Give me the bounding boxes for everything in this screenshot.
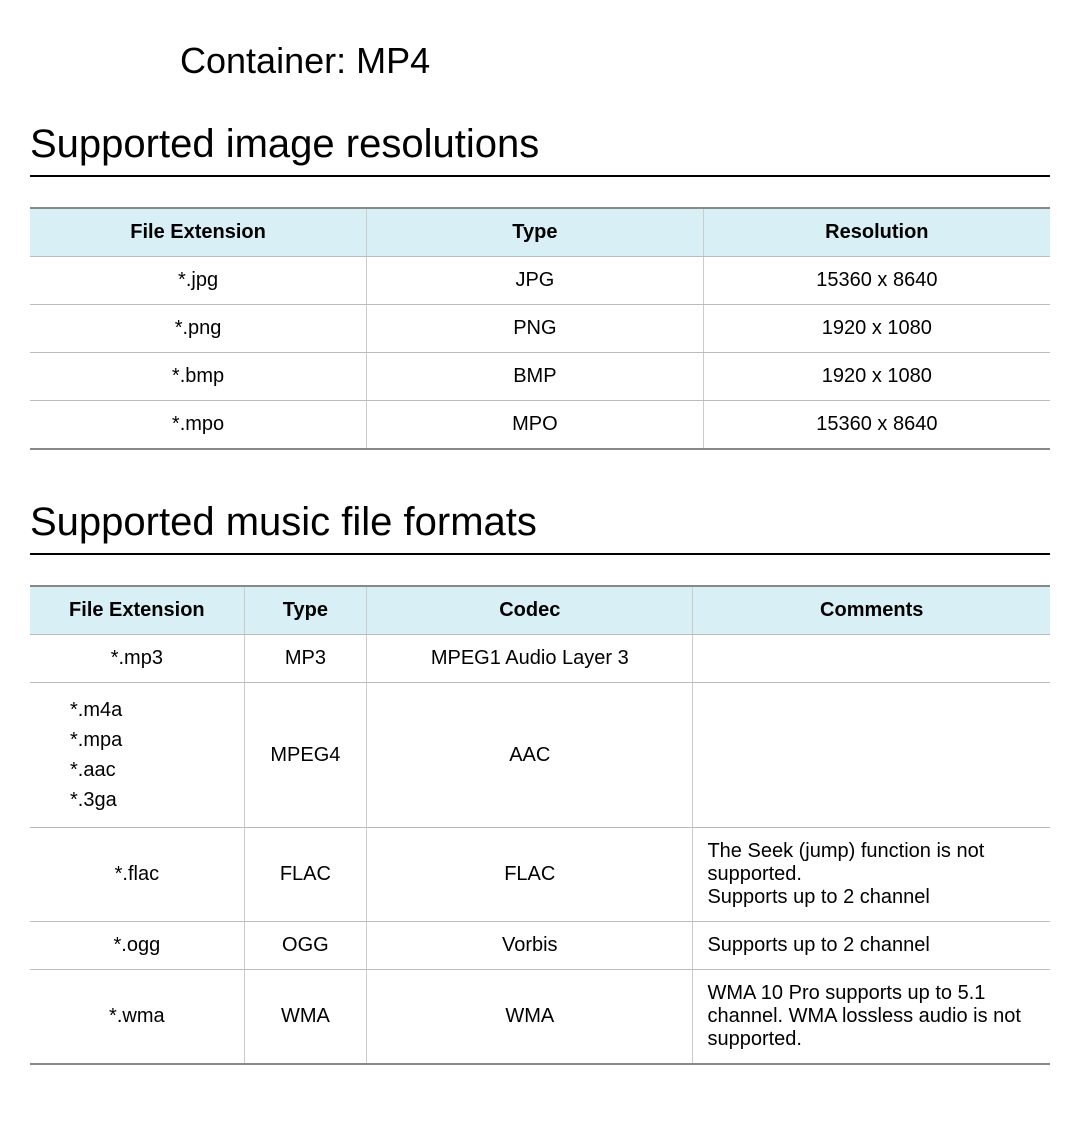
music-cell-comments: WMA 10 Pro supports up to 5.1 channel. W… xyxy=(693,970,1050,1065)
image-cell-type: JPG xyxy=(367,257,704,305)
image-cell-type: BMP xyxy=(367,353,704,401)
music-cell-comments: The Seek (jump) function is not supporte… xyxy=(693,828,1050,922)
image-cell-ext: *.mpo xyxy=(30,401,367,450)
table-row: *.mp3MP3MPEG1 Audio Layer 3 xyxy=(30,635,1050,683)
image-cell-ext: *.jpg xyxy=(30,257,367,305)
music-cell-type: MPEG4 xyxy=(244,683,366,828)
image-tbody: *.jpgJPG15360 x 8640*.pngPNG1920 x 1080*… xyxy=(30,257,1050,450)
image-cell-ext: *.bmp xyxy=(30,353,367,401)
table-row: *.flacFLACFLACThe Seek (jump) function i… xyxy=(30,828,1050,922)
image-cell-ext: *.png xyxy=(30,305,367,353)
table-row: *.oggOGGVorbisSupports up to 2 channel xyxy=(30,922,1050,970)
table-row: *.bmpBMP1920 x 1080 xyxy=(30,353,1050,401)
music-cell-codec: Vorbis xyxy=(367,922,693,970)
image-header-ext: File Extension xyxy=(30,208,367,257)
music-header-codec: Codec xyxy=(367,586,693,635)
image-cell-res: 15360 x 8640 xyxy=(703,401,1050,450)
image-table: File Extension Type Resolution *.jpgJPG1… xyxy=(30,207,1050,450)
music-table: File Extension Type Codec Comments *.mp3… xyxy=(30,585,1050,1065)
music-cell-ext: *.ogg xyxy=(30,922,244,970)
music-cell-comments xyxy=(693,635,1050,683)
image-header-row: File Extension Type Resolution xyxy=(30,208,1050,257)
music-cell-ext: *.wma xyxy=(30,970,244,1065)
music-cell-type: OGG xyxy=(244,922,366,970)
music-header-row: File Extension Type Codec Comments xyxy=(30,586,1050,635)
music-tbody: *.mp3MP3MPEG1 Audio Layer 3*.m4a *.mpa *… xyxy=(30,635,1050,1065)
image-cell-res: 15360 x 8640 xyxy=(703,257,1050,305)
music-section-title: Supported music file formats xyxy=(30,500,1050,555)
image-section-title: Supported image resolutions xyxy=(30,122,1050,177)
music-cell-comments xyxy=(693,683,1050,828)
music-cell-type: MP3 xyxy=(244,635,366,683)
music-header-comments: Comments xyxy=(693,586,1050,635)
container-line: Container: MP4 xyxy=(180,40,1050,82)
image-cell-type: MPO xyxy=(367,401,704,450)
table-row: *.wmaWMAWMAWMA 10 Pro supports up to 5.1… xyxy=(30,970,1050,1065)
table-row: *.jpgJPG15360 x 8640 xyxy=(30,257,1050,305)
image-cell-type: PNG xyxy=(367,305,704,353)
image-header-type: Type xyxy=(367,208,704,257)
music-cell-codec: MPEG1 Audio Layer 3 xyxy=(367,635,693,683)
music-cell-codec: WMA xyxy=(367,970,693,1065)
music-header-ext: File Extension xyxy=(30,586,244,635)
image-cell-res: 1920 x 1080 xyxy=(703,353,1050,401)
music-cell-ext: *.m4a *.mpa *.aac *.3ga xyxy=(30,683,244,828)
music-cell-type: FLAC xyxy=(244,828,366,922)
table-row: *.mpoMPO15360 x 8640 xyxy=(30,401,1050,450)
table-row: *.m4a *.mpa *.aac *.3gaMPEG4AAC xyxy=(30,683,1050,828)
music-cell-ext: *.mp3 xyxy=(30,635,244,683)
music-cell-comments: Supports up to 2 channel xyxy=(693,922,1050,970)
music-cell-codec: AAC xyxy=(367,683,693,828)
table-row: *.pngPNG1920 x 1080 xyxy=(30,305,1050,353)
image-cell-res: 1920 x 1080 xyxy=(703,305,1050,353)
music-header-type: Type xyxy=(244,586,366,635)
image-header-res: Resolution xyxy=(703,208,1050,257)
music-cell-type: WMA xyxy=(244,970,366,1065)
music-cell-ext: *.flac xyxy=(30,828,244,922)
music-cell-codec: FLAC xyxy=(367,828,693,922)
